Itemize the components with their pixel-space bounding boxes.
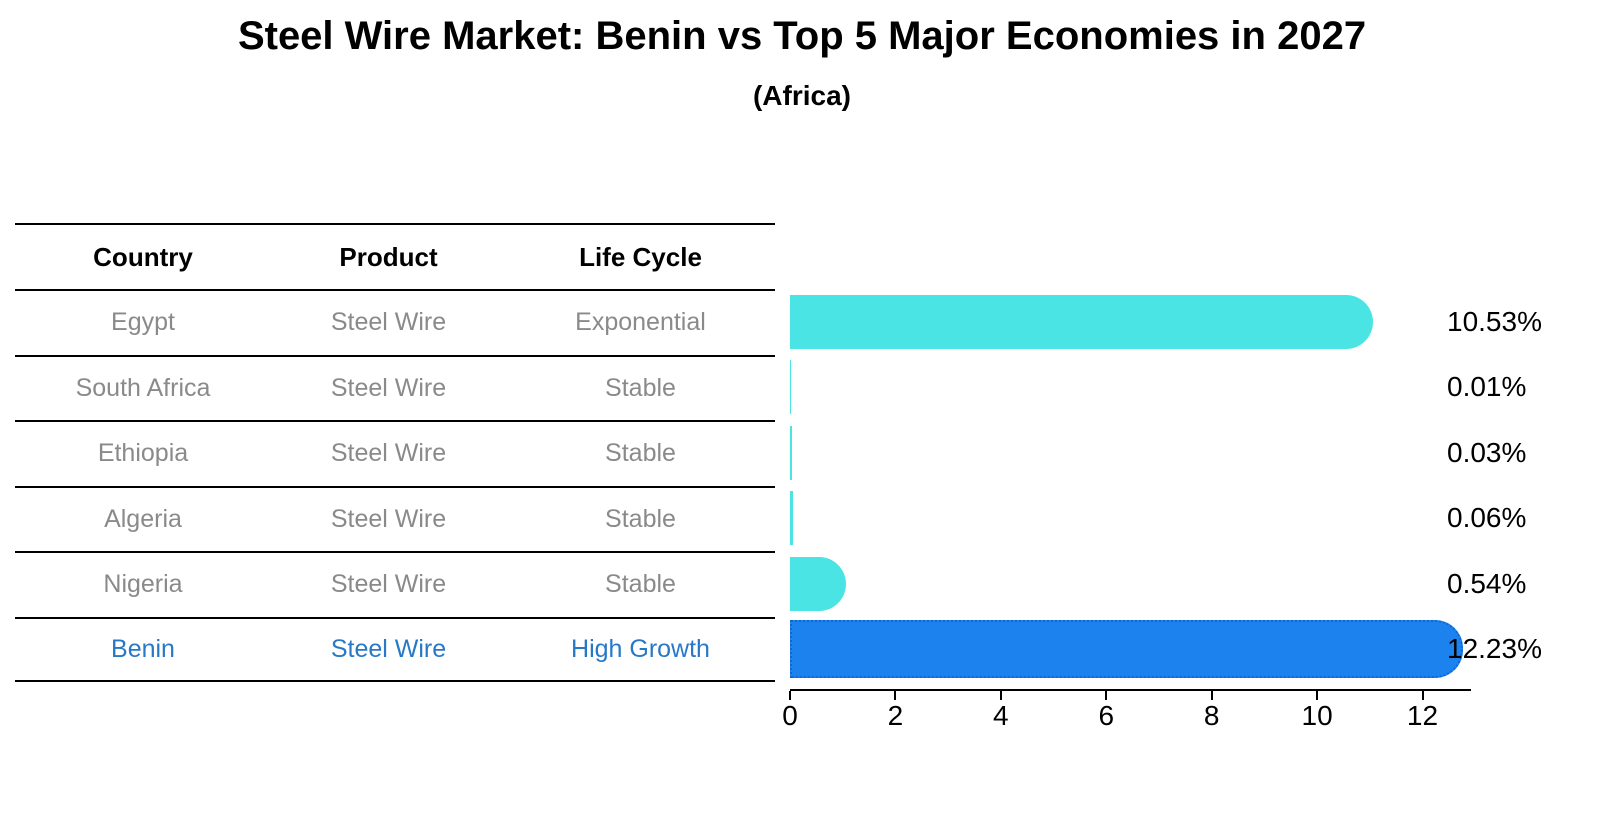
cell-life-cycle-ethiopia: Stable [605,439,676,468]
bar-algeria [790,491,794,546]
cell-country-egypt: Egypt [111,308,175,337]
x-axis-tick-label-12: 12 [1406,700,1439,731]
table-row-ethiopia: Ethiopia Steel Wire Stable [15,420,775,486]
table-header-row: Country Product Life Cycle [15,223,775,289]
cell-product-benin: Steel Wire [330,634,447,663]
cell-product-egypt: Steel Wire [330,308,447,337]
cell-life-cycle-south-africa: Stable [605,373,676,402]
cell-life-cycle-benin: High Growth [571,634,710,663]
x-axis-tick-label-8: 8 [1203,700,1220,731]
x-axis-tick-12 [1421,691,1424,700]
bar-plot-area [789,289,1471,700]
x-axis-tick-label-2: 2 [887,700,904,731]
chart-subtitle: (Africa) [752,80,851,111]
cell-country-benin: Benin [111,634,175,663]
x-axis-tick-2 [894,691,897,700]
column-header-life-cycle: Life Cycle [579,241,702,272]
x-axis-tick-0 [789,691,791,700]
cell-product-algeria: Steel Wire [330,504,447,533]
x-axis-tick-label-0: 0 [782,700,798,731]
cell-product-south-africa: Steel Wire [330,373,447,402]
column-header-product: Product [339,241,438,272]
table-row-algeria: Algeria Steel Wire Stable [15,485,775,552]
column-header-country: Country [93,241,193,272]
x-axis-tick-8 [1210,691,1213,700]
bar-benin [790,620,1463,679]
x-axis-tick-label-4: 4 [993,700,1009,731]
value-label-benin: 12.23% [1447,633,1542,665]
value-label-nigeria: 0.54% [1447,567,1527,599]
cell-product-ethiopia: Steel Wire [330,439,447,468]
table-body: Egypt Steel Wire Exponential South Africa St… [15,289,775,682]
x-axis-tick-10 [1316,691,1319,700]
x-axis-tick-6 [1105,691,1108,700]
chart-title: Steel Wire Market: Benin vs Top 5 Major … [237,14,1367,58]
bar-egypt [790,294,1374,349]
value-label-algeria: 0.06% [1447,502,1527,534]
table-row-egypt: Egypt Steel Wire Exponential [15,289,775,355]
cell-life-cycle-algeria: Stable [605,504,676,533]
cell-life-cycle-egypt: Exponential [575,308,706,337]
cell-country-nigeria: Nigeria [103,570,183,599]
cell-country-algeria: Algeria [104,504,182,533]
summary-table: Country Product Life Cycle Egypt Steel Wi… [15,223,775,682]
x-axis-tick-label-6: 6 [1098,700,1115,731]
table-row-nigeria: Nigeria Steel Wire Stable [15,551,775,617]
x-axis-tick-4 [999,691,1002,700]
value-label-egypt: 10.53% [1447,305,1542,337]
value-label-ethiopia: 0.03% [1447,436,1527,468]
cell-country-ethiopia: Ethiopia [97,439,189,468]
cell-country-south-africa: South Africa [75,373,211,402]
x-axis-tick-label-10: 10 [1301,700,1333,731]
bar-nigeria [790,556,847,611]
cell-life-cycle-nigeria: Stable [605,570,676,599]
table-row-south-africa: South Africa Steel Wire Stable [15,354,775,421]
table-row-benin: Benin Steel Wire High Growth [15,616,775,682]
bar-south-africa [790,360,791,415]
cell-product-nigeria: Steel Wire [330,570,447,599]
bar-ethiopia [790,425,792,480]
value-label-south-africa: 0.01% [1447,371,1527,403]
